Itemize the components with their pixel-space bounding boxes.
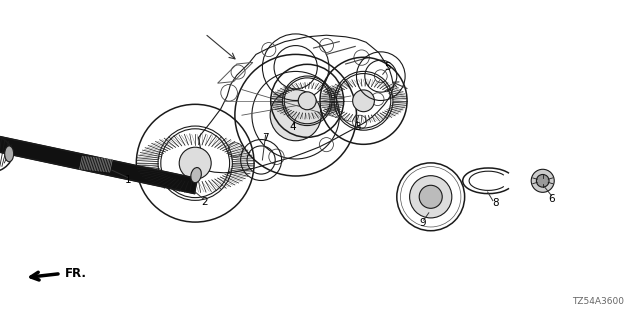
Text: TZ54A3600: TZ54A3600: [572, 297, 624, 306]
Text: 8: 8: [493, 198, 499, 208]
Text: FR.: FR.: [65, 267, 87, 280]
Circle shape: [179, 147, 211, 179]
Text: 6: 6: [548, 194, 555, 204]
Text: 2: 2: [202, 196, 208, 207]
Circle shape: [531, 169, 554, 192]
Polygon shape: [0, 135, 198, 194]
Circle shape: [298, 92, 316, 110]
Circle shape: [410, 176, 452, 218]
Circle shape: [536, 174, 549, 187]
Text: 9: 9: [419, 218, 426, 228]
Text: 4: 4: [290, 122, 296, 132]
Text: 5: 5: [384, 61, 390, 72]
Text: 1: 1: [125, 175, 131, 185]
Ellipse shape: [191, 168, 202, 183]
Circle shape: [419, 185, 442, 208]
Text: 3: 3: [354, 122, 360, 132]
Ellipse shape: [4, 146, 13, 162]
Text: 7: 7: [262, 132, 269, 143]
Circle shape: [270, 90, 321, 141]
Circle shape: [353, 90, 374, 112]
